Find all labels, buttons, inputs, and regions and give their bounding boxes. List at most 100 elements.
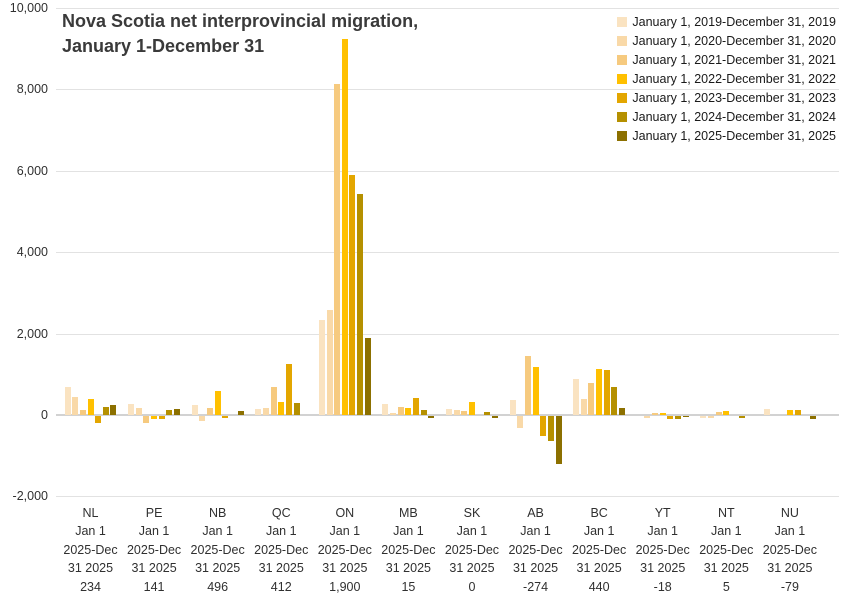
bar-BC-series6[interactable]	[611, 387, 618, 415]
bar-NL-series1[interactable]	[64, 387, 71, 415]
bar-NL-series4[interactable]	[87, 399, 94, 415]
bar-MB-series3[interactable]	[397, 407, 404, 415]
x-axis-label-line: 496	[207, 579, 229, 594]
bar-NB-series4[interactable]	[214, 391, 221, 415]
bar-SK-series4[interactable]	[468, 402, 475, 415]
bar-AB-series2[interactable]	[517, 416, 524, 428]
bar-MB-series6[interactable]	[420, 410, 427, 415]
bar-NT-series1[interactable]	[700, 416, 707, 418]
legend-item-series5[interactable]: January 1, 2023-December 31, 2023	[617, 88, 836, 107]
bar-ON-series7[interactable]	[364, 338, 371, 415]
bar-MB-series2[interactable]	[390, 413, 397, 415]
gridline	[56, 496, 839, 498]
bar-NT-series3[interactable]	[715, 412, 722, 415]
chart-title: Nova Scotia net interprovincial migratio…	[62, 9, 418, 59]
bar-NT-series6[interactable]	[738, 416, 745, 418]
bar-ON-series3[interactable]	[334, 84, 341, 415]
bar-NB-series1[interactable]	[191, 405, 198, 415]
bar-QC-series2[interactable]	[262, 408, 269, 415]
bar-PE-series6[interactable]	[166, 410, 173, 415]
gridline	[56, 333, 839, 335]
legend-label: January 1, 2021-December 31, 2021	[632, 52, 836, 67]
bar-AB-series3[interactable]	[524, 356, 531, 415]
bar-NU-series4[interactable]	[786, 410, 793, 415]
bar-NU-series5[interactable]	[794, 410, 801, 415]
bar-PE-series4[interactable]	[151, 416, 158, 419]
bar-BC-series3[interactable]	[588, 383, 595, 415]
bar-BC-series4[interactable]	[596, 369, 603, 415]
legend-label: January 1, 2024-December 31, 2024	[632, 109, 836, 124]
legend-item-series6[interactable]: January 1, 2024-December 31, 2024	[617, 107, 836, 126]
bar-PE-series1[interactable]	[128, 404, 135, 415]
bar-BC-series7[interactable]	[619, 408, 626, 415]
legend-item-series7[interactable]: January 1, 2025-December 31, 2025	[617, 126, 836, 145]
x-axis-label-line: SK	[463, 506, 481, 520]
bar-SK-series2[interactable]	[453, 410, 460, 415]
bar-NL-series5[interactable]	[95, 416, 102, 423]
bar-NL-series2[interactable]	[72, 397, 79, 415]
bar-YT-series6[interactable]	[675, 416, 682, 419]
bar-MB-series5[interactable]	[413, 398, 420, 415]
bar-NT-series2[interactable]	[707, 416, 714, 418]
bar-AB-series5[interactable]	[540, 416, 547, 436]
bar-PE-series7[interactable]	[174, 409, 181, 415]
bar-YT-series4[interactable]	[659, 413, 666, 415]
bar-SK-series3[interactable]	[461, 411, 468, 415]
bar-ON-series6[interactable]	[357, 194, 364, 415]
bar-BC-series2[interactable]	[580, 399, 587, 415]
bar-MB-series1[interactable]	[382, 404, 389, 415]
bar-QC-series5[interactable]	[285, 364, 292, 415]
bar-AB-series6[interactable]	[547, 416, 554, 441]
x-axis-label-line: NU	[780, 506, 799, 520]
x-axis-label-line: BC	[590, 506, 608, 520]
legend-item-series3[interactable]: January 1, 2021-December 31, 2021	[617, 50, 836, 69]
bar-QC-series3[interactable]	[270, 387, 277, 415]
bar-ON-series4[interactable]	[341, 39, 348, 415]
bar-PE-series2[interactable]	[135, 408, 142, 415]
bar-AB-series4[interactable]	[532, 367, 539, 415]
bar-NB-series5[interactable]	[222, 416, 229, 418]
bar-NU-series7[interactable]	[809, 416, 816, 419]
bar-ON-series2[interactable]	[326, 310, 333, 415]
bar-YT-series3[interactable]	[652, 413, 659, 415]
legend-item-series2[interactable]: January 1, 2020-December 31, 2020	[617, 31, 836, 50]
bar-QC-series6[interactable]	[293, 403, 300, 415]
bar-MB-series7[interactable]	[428, 416, 435, 418]
bar-NT-series4[interactable]	[723, 411, 730, 415]
bar-YT-series7[interactable]	[682, 416, 689, 417]
bar-YT-series2[interactable]	[644, 416, 651, 418]
legend-swatch-icon	[617, 54, 628, 65]
bar-BC-series1[interactable]	[573, 379, 580, 415]
bar-QC-series1[interactable]	[255, 409, 262, 415]
legend-item-series4[interactable]: January 1, 2022-December 31, 2022	[617, 69, 836, 88]
bar-NB-series3[interactable]	[207, 408, 213, 415]
y-tick-label: -2,000	[12, 489, 48, 504]
bar-NB-series2[interactable]	[199, 416, 206, 421]
bar-AB-series7[interactable]	[555, 416, 562, 464]
bar-SK-series1[interactable]	[446, 409, 452, 415]
bar-NL-series7[interactable]	[110, 405, 117, 415]
bar-NB-series7[interactable]	[237, 411, 244, 415]
bar-MB-series4[interactable]	[405, 408, 412, 415]
bar-BC-series5[interactable]	[603, 370, 610, 415]
bar-NL-series3[interactable]	[79, 410, 86, 415]
x-axis-label-line: NT	[717, 506, 735, 520]
bar-QC-series4[interactable]	[278, 402, 285, 415]
x-axis-label-line: 31 2025	[512, 561, 559, 576]
legend-swatch-icon	[617, 16, 628, 27]
bar-SK-series6[interactable]	[484, 412, 491, 415]
x-axis-label-line: Jan 1	[138, 524, 170, 539]
bar-PE-series5[interactable]	[158, 416, 165, 419]
bar-NU-series1[interactable]	[763, 409, 770, 415]
legend-label: January 1, 2025-December 31, 2025	[632, 128, 836, 143]
bar-SK-series7[interactable]	[491, 416, 498, 418]
y-tick-label: 8,000	[16, 82, 48, 97]
bar-NL-series6[interactable]	[102, 407, 109, 415]
legend-label: January 1, 2020-December 31, 2020	[632, 33, 836, 48]
bar-YT-series5[interactable]	[667, 416, 674, 419]
bar-ON-series5[interactable]	[349, 175, 356, 415]
bar-AB-series1[interactable]	[509, 400, 516, 415]
legend-item-series1[interactable]: January 1, 2019-December 31, 2019	[617, 12, 836, 31]
bar-ON-series1[interactable]	[318, 320, 325, 415]
bar-PE-series3[interactable]	[143, 416, 150, 423]
